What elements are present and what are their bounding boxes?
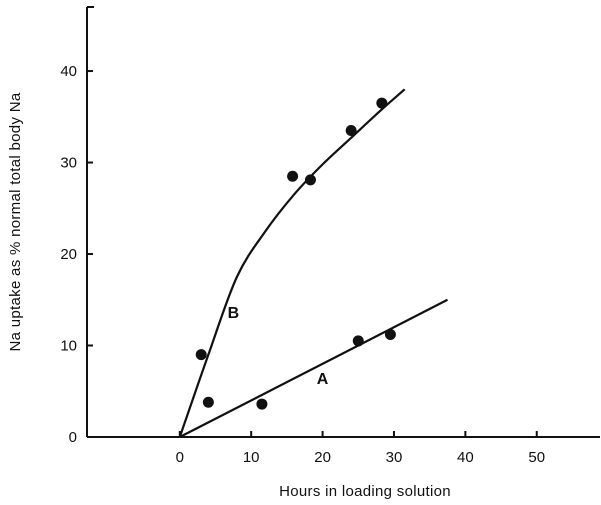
data-point-a [256,398,268,410]
y-tick-label: 30 [60,155,77,172]
data-point-b [376,97,388,109]
x-tick-label: 20 [314,449,331,466]
x-tick-label: 10 [243,449,260,466]
data-point-a [384,329,396,341]
fitted-curves [178,88,449,438]
y-tick-label: 20 [60,246,77,263]
curve-label-a: A [317,371,329,388]
x-tick-label: 0 [176,449,184,466]
data-point-b [345,125,357,137]
y-tick-label: 40 [60,63,77,80]
y-axis-ticks: 0 10 20 30 40 [60,63,93,446]
data-point-b [287,170,299,182]
y-tick-label: 0 [69,429,77,446]
data-point-a [202,396,214,408]
curve-label-b: B [228,305,240,322]
x-tick-label: 50 [528,449,545,466]
data-point-a [352,335,364,347]
axes [86,6,600,438]
x-tick-label: 40 [457,449,474,466]
data-points [195,97,396,410]
curve-labels: AB [228,305,329,388]
x-axis-ticks: 0 10 20 30 40 50 [176,431,545,466]
y-tick-label: 10 [60,338,77,355]
y-axis-title: Na uptake as % normal total body Na [7,92,24,351]
x-tick-label: 30 [386,449,403,466]
curve-b [178,88,406,438]
data-point-b [195,349,207,361]
x-axis-title: Hours in loading solution [279,483,451,500]
curve-a [179,298,449,438]
data-point-b [304,174,316,186]
